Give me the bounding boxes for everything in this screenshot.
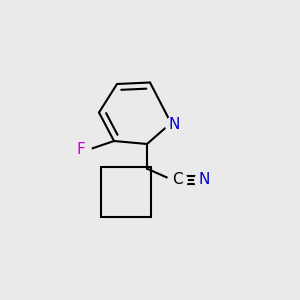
Text: N: N [169, 117, 180, 132]
Text: N: N [198, 172, 210, 188]
Text: F: F [76, 142, 85, 158]
Text: C: C [172, 172, 182, 188]
